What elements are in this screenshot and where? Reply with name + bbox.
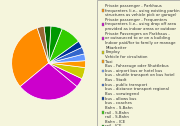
Wedge shape: [49, 63, 85, 79]
Wedge shape: [12, 28, 49, 87]
Wedge shape: [49, 29, 78, 63]
Wedge shape: [20, 63, 77, 100]
Wedge shape: [49, 26, 62, 63]
Wedge shape: [44, 26, 51, 63]
Legend: Private passenger - Parkhaus
frequenters (i.e., using existing parking garage
st: Private passenger - Parkhaus frequenters…: [101, 3, 180, 126]
Wedge shape: [49, 41, 82, 63]
Wedge shape: [37, 26, 49, 63]
Wedge shape: [49, 54, 86, 63]
Wedge shape: [49, 47, 84, 63]
Wedge shape: [49, 61, 86, 68]
Wedge shape: [49, 63, 82, 87]
